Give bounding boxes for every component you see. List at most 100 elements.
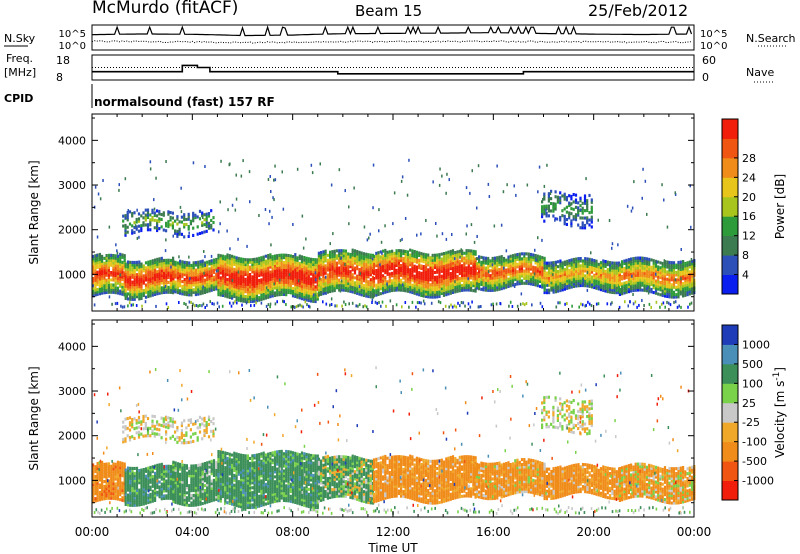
power-cell — [287, 263, 290, 267]
power-cell — [436, 268, 439, 272]
power-cell — [271, 262, 274, 266]
power-cell — [590, 218, 593, 222]
power-cell — [498, 280, 501, 284]
power-cell — [397, 249, 400, 253]
power-cell — [523, 252, 526, 256]
power-cell — [627, 287, 630, 291]
power-cell — [307, 272, 310, 276]
power-cell — [382, 254, 385, 258]
power-cell — [294, 258, 297, 262]
power-cell — [273, 259, 277, 263]
power-cell — [221, 279, 225, 283]
power-cell — [344, 274, 347, 278]
power-ground-point — [437, 300, 440, 304]
power-cell — [445, 271, 448, 275]
power-cell — [369, 273, 372, 277]
power-cell — [98, 257, 101, 261]
power-cell — [470, 249, 473, 253]
power-cell — [158, 272, 161, 276]
power-cell — [133, 263, 136, 267]
power-cell — [126, 218, 129, 222]
power-cell — [451, 288, 455, 292]
power-cell — [110, 261, 113, 265]
power-cell — [514, 260, 517, 264]
power-scatter-point — [302, 305, 304, 309]
power-cell — [657, 285, 660, 289]
power-cell — [271, 274, 274, 278]
power-cell — [246, 290, 249, 294]
power-cell — [226, 273, 229, 277]
power-cell — [590, 278, 594, 282]
power-cell — [429, 258, 432, 262]
power-cell — [322, 287, 325, 291]
power-cell — [160, 271, 163, 275]
power-cell — [112, 273, 115, 277]
power-cell — [442, 254, 446, 258]
power-cell — [670, 295, 673, 299]
power-cell — [112, 258, 115, 262]
power-cell — [219, 291, 222, 295]
power-cell — [463, 271, 466, 275]
power-scatter-point — [663, 259, 666, 263]
power-cell — [326, 288, 329, 292]
power-cell — [278, 256, 281, 260]
power-cell — [119, 262, 122, 266]
velocity-cell — [92, 468, 95, 472]
power-cell — [449, 291, 452, 295]
power-cell — [525, 264, 528, 268]
velocity-cell — [96, 462, 99, 466]
power-cell — [167, 266, 170, 270]
power-cell — [221, 276, 225, 280]
power-cell — [391, 264, 394, 268]
power-scatter-point — [513, 184, 515, 188]
power-cell — [507, 260, 510, 264]
power-cell — [393, 271, 396, 275]
power-cell — [242, 287, 245, 291]
power-cell — [365, 284, 368, 288]
power-cell — [208, 269, 211, 273]
power-cell — [112, 261, 115, 265]
power-cell — [192, 261, 195, 265]
power-ground-point — [471, 300, 473, 304]
power-cell — [255, 291, 258, 295]
power-cell — [320, 268, 323, 272]
power-cell — [298, 257, 301, 261]
power-cell — [509, 269, 512, 273]
power-cell — [611, 283, 614, 287]
power-cell — [516, 277, 519, 281]
power-cell — [264, 289, 267, 293]
power-cell — [590, 275, 594, 279]
power-cell — [418, 283, 421, 287]
power-cell — [657, 270, 660, 274]
power-scatter-point — [674, 193, 677, 196]
power-cell — [124, 262, 127, 266]
power-cell — [188, 285, 191, 289]
power-cell — [307, 274, 310, 278]
power-cell — [188, 278, 191, 282]
power-cell — [602, 259, 605, 263]
power-cell — [165, 283, 168, 287]
power-cell — [684, 276, 687, 280]
power-cell — [536, 266, 539, 270]
power-cell — [335, 286, 338, 290]
power-cell — [124, 284, 127, 288]
power-cell — [480, 280, 483, 284]
power-cell — [474, 262, 477, 266]
power-cell — [547, 206, 550, 210]
power-cell — [397, 256, 400, 260]
power-cell — [138, 282, 141, 286]
power-cell — [258, 296, 261, 300]
power-cell — [418, 285, 421, 289]
power-cell — [98, 282, 101, 286]
power-cell — [541, 207, 544, 211]
power-cell — [630, 269, 633, 273]
power-scatter-point — [617, 243, 619, 247]
power-cell — [303, 278, 306, 282]
power-cell — [246, 285, 249, 289]
power-cell — [438, 280, 441, 284]
power-cell — [103, 278, 106, 282]
power-cell — [206, 290, 209, 294]
power-cell — [96, 278, 99, 282]
power-scatter-point — [534, 248, 536, 252]
power-cell — [480, 282, 483, 286]
